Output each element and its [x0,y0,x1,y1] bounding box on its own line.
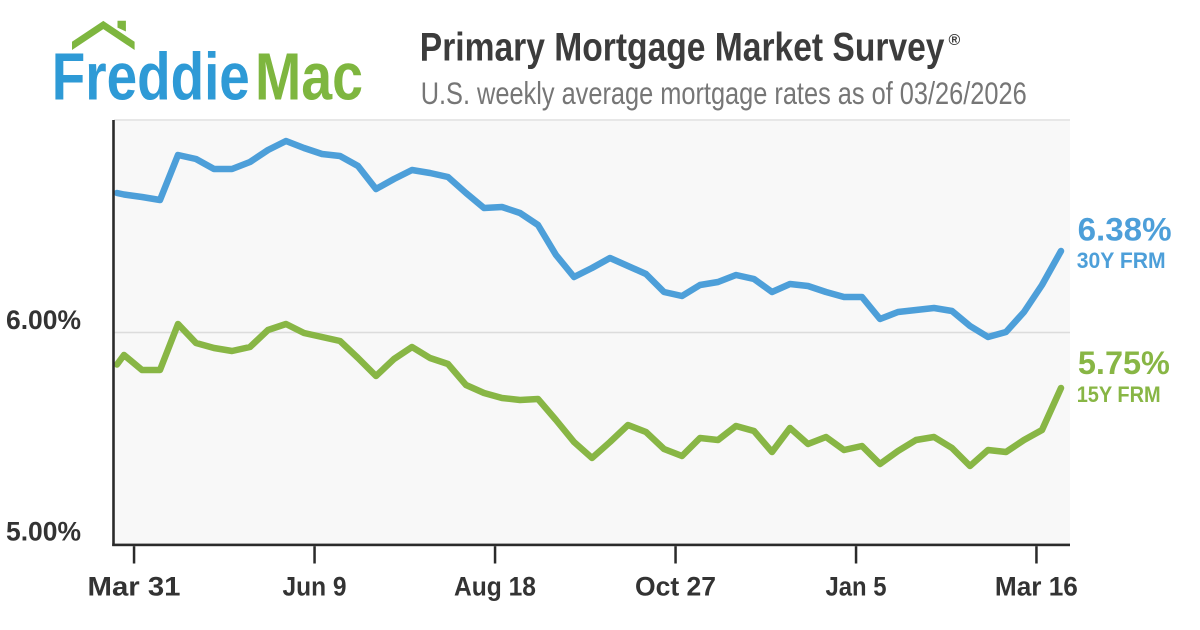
svg-text:®: ® [949,32,961,49]
svg-text:U.S. weekly average mortgage r: U.S. weekly average mortgage rates as of… [421,75,1027,111]
svg-text:Primary Mortgage Market Survey: Primary Mortgage Market Survey [420,26,945,70]
svg-text:Freddie: Freddie [52,39,250,114]
svg-text:Mar 16: Mar 16 [995,572,1078,602]
svg-text:Jun 9: Jun 9 [283,572,347,602]
svg-text:Mac: Mac [255,39,363,114]
svg-text:5.00%: 5.00% [6,517,81,547]
svg-text:5.75%: 5.75% [1078,345,1170,381]
svg-text:Aug 18: Aug 18 [454,572,536,602]
svg-text:6.38%: 6.38% [1078,212,1172,248]
svg-text:Mar 31: Mar 31 [88,572,181,602]
svg-text:Jan 5: Jan 5 [826,572,887,602]
svg-text:Oct 27: Oct 27 [635,572,716,602]
svg-text:6.00%: 6.00% [6,305,81,335]
svg-text:30Y FRM: 30Y FRM [1077,248,1166,273]
svg-text:15Y FRM: 15Y FRM [1077,382,1161,407]
